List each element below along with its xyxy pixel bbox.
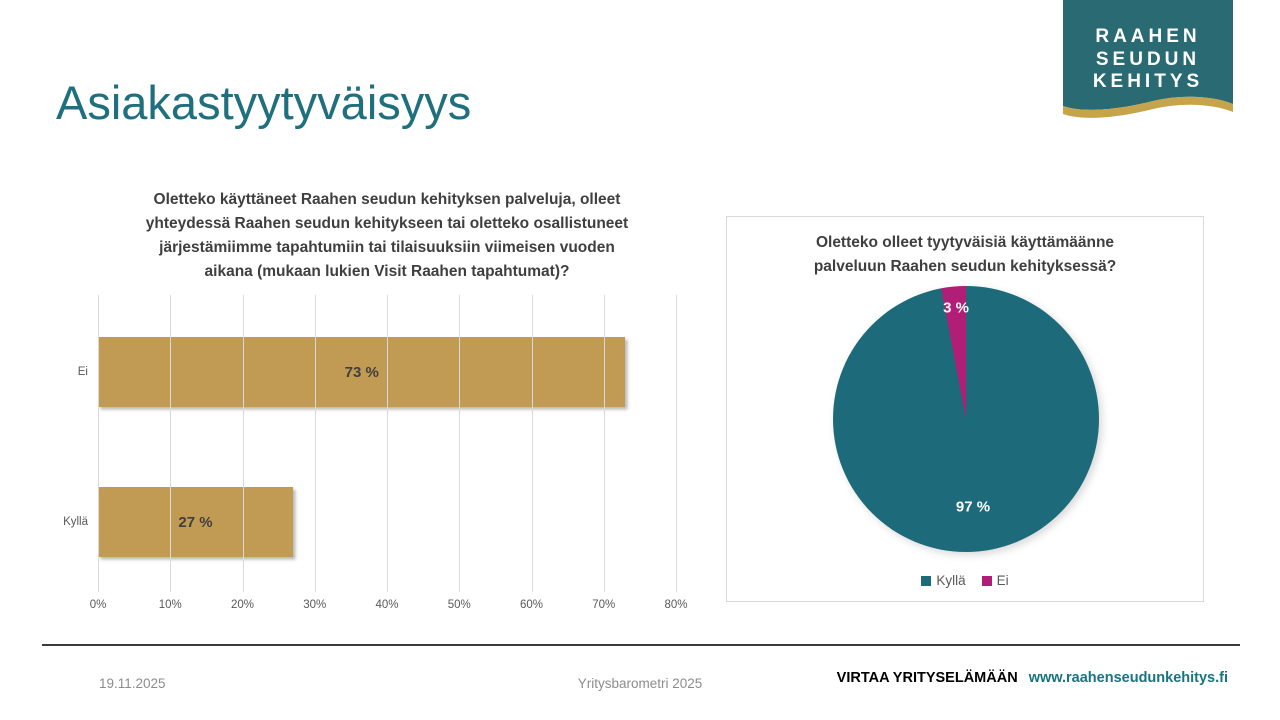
company-logo: RAAHEN SEUDUN KEHITYS [1063, 0, 1233, 125]
gridline [387, 295, 388, 592]
x-axis-tick: 80% [664, 599, 688, 611]
bar-chart-title-line: Oletteko käyttäneet Raahen seudun kehity… [153, 191, 621, 208]
legend-item-ei: Ei [981, 573, 1009, 588]
bar-chart-title-line: aikana (mukaan lukien Visit Raahen tapah… [204, 263, 570, 280]
bar-chart-title-line: yhteydessä Raahen seudun kehitykseen tai… [145, 215, 629, 232]
footer-divider [42, 644, 1240, 646]
x-axis-tick: 10% [158, 599, 182, 611]
x-axis-tick: 0% [89, 599, 107, 611]
gridline [459, 295, 461, 592]
category-label-ei: Ei [77, 366, 88, 378]
pie-chart-title-line: palveluun Raahen seudun kehityksessä? [813, 258, 1117, 275]
bar-ei: 73 % [98, 337, 626, 407]
gridline [242, 295, 244, 592]
legend-swatch-kylla [921, 575, 932, 586]
bar-kylla: 27 % [98, 487, 294, 557]
legend-item-kylla: Kyllä [921, 573, 966, 588]
gridline [98, 295, 99, 592]
gridline [603, 295, 605, 592]
gridline [170, 295, 172, 592]
x-axis-tick: 60% [519, 599, 544, 611]
footer-right: VIRTAA YRITYSELÄMÄÄN www.raahenseudunkeh… [837, 670, 1228, 686]
legend-swatch-ei [981, 575, 992, 586]
legend-label-kylla: Kyllä [936, 573, 966, 588]
bar-chart-title-line: järjestämiimme tapahtumiin tai tilaisuuk… [159, 239, 615, 256]
logo-wave-graphic [1063, 0, 1233, 118]
footer-slide-label: Yritysbarometri 2025 [577, 676, 703, 691]
legend-label-ei: Ei [996, 573, 1009, 588]
page-title: Asiakastyytyväisyys [56, 76, 472, 129]
pie-slice-label-ei: 3 % [943, 299, 969, 317]
pie-card: Oletteko olleet tyytyväisiä käyttämäänne… [726, 216, 1204, 602]
footer-url-link[interactable]: www.raahenseudunkehitys.fi [1028, 670, 1228, 686]
logo-line: SEUDUN [1095, 48, 1201, 70]
x-axis-tick: 20% [230, 599, 255, 611]
x-axis-tick: 30% [303, 599, 327, 611]
x-axis-tick: 40% [375, 599, 399, 611]
footer-date: 19.11.2025 [99, 676, 166, 691]
bar-chart: Oletteko käyttäneet Raahen seudun kehity… [63, 186, 688, 626]
bar-value-ei: 73 % [344, 363, 379, 381]
x-axis-tick: 50% [447, 599, 471, 611]
bar-row-ei: Ei 73 % [78, 337, 676, 407]
bar-row-kylla: Kyllä 27 % [63, 487, 676, 557]
pie-legend: Kyllä Ei [727, 573, 1203, 588]
gridline [676, 295, 677, 592]
bar-value-kylla: 27 % [178, 513, 213, 531]
category-label-kylla: Kyllä [63, 516, 88, 528]
gridline [314, 295, 316, 592]
pie-chart [833, 286, 1099, 552]
footer-tagline: VIRTAA YRITYSELÄMÄÄN [836, 670, 1018, 686]
gridline [531, 295, 533, 592]
x-axis-tick: 70% [592, 599, 616, 611]
logo-text: RAAHEN SEUDUN KEHITYS [1063, 26, 1233, 94]
pie-chart-title-line: Oletteko olleet tyytyväisiä käyttämäänne [815, 234, 1115, 251]
logo-line: RAAHEN [1095, 26, 1201, 47]
logo-line: KEHITYS [1092, 71, 1204, 92]
pie-slice-label-kylla: 97 % [955, 498, 991, 516]
pie-chart-title: Oletteko olleet tyytyväisiä käyttämäänne… [727, 231, 1203, 279]
bar-plot-area: Ei 73 % Kyllä 27 % 0% 10% 20% 30% 40% 50% 60% 7… [63, 295, 688, 611]
bar-chart-title: Oletteko käyttäneet Raahen seudun kehity… [96, 188, 678, 284]
